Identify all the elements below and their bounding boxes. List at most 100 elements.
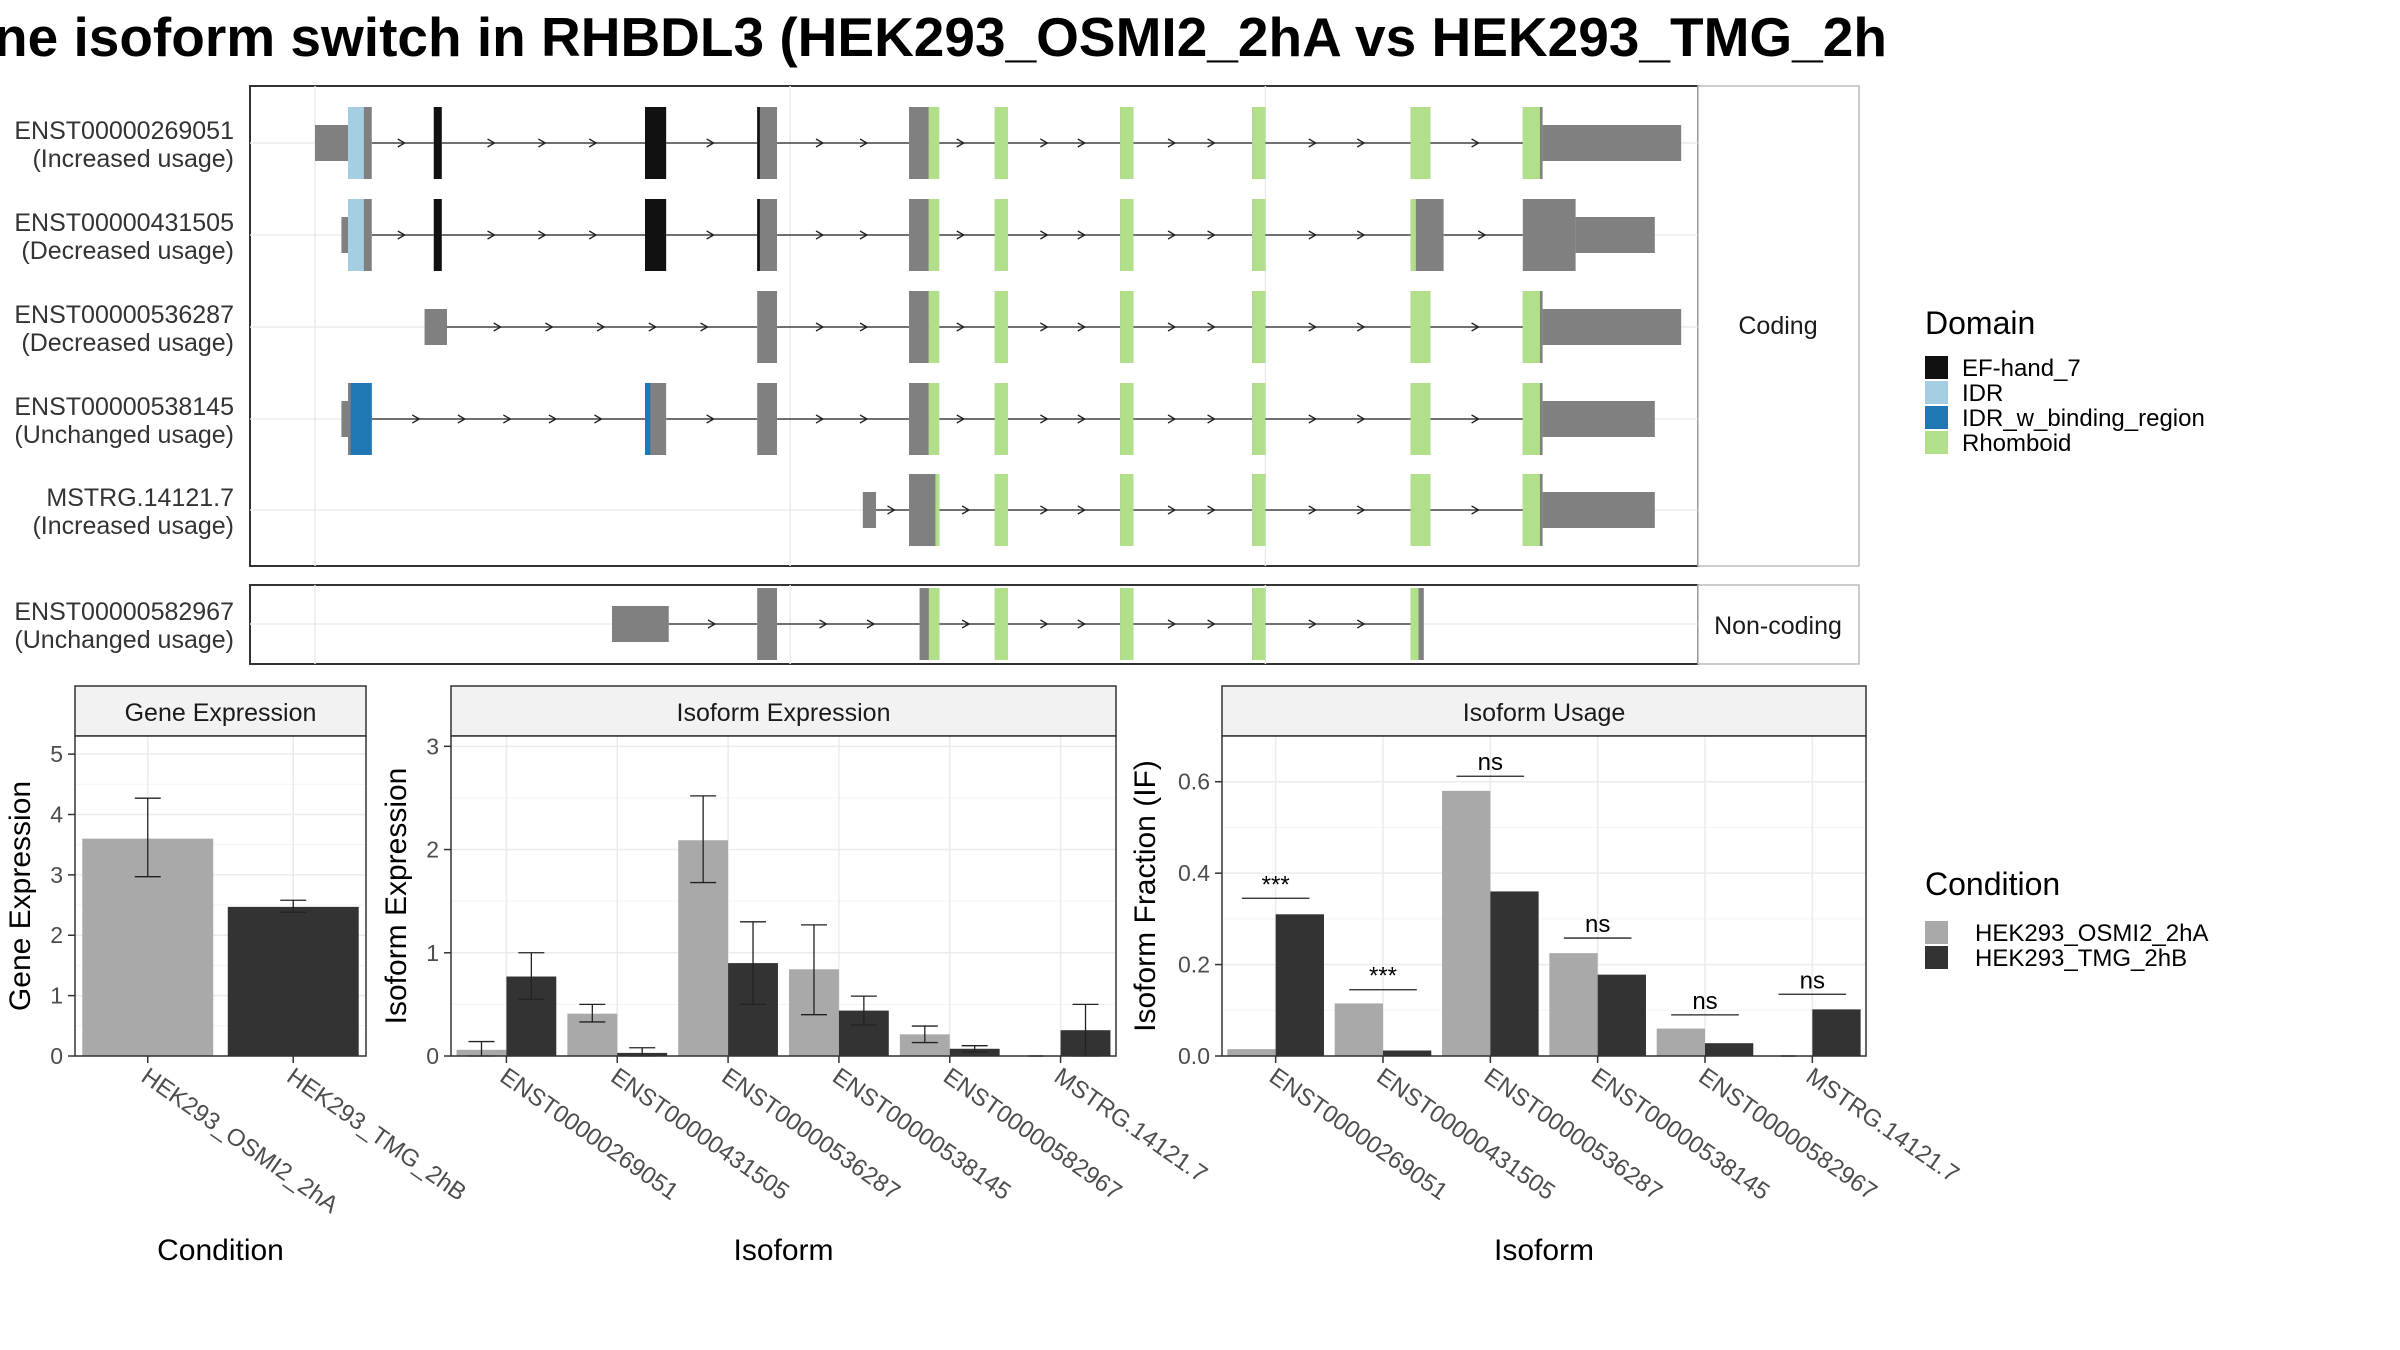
intron-arrow xyxy=(1040,619,1049,629)
domain-ef-hand-7 xyxy=(757,107,760,179)
exon xyxy=(909,291,929,363)
intron-arrow xyxy=(956,414,966,424)
transcript-usage-label: (Decreased usage) xyxy=(21,329,234,357)
intron-arrow xyxy=(1077,414,1087,424)
intron-arrow xyxy=(1308,322,1318,332)
exon xyxy=(1542,125,1682,161)
y-tick-label: 3 xyxy=(426,733,439,759)
exon xyxy=(757,107,777,179)
intron-arrow xyxy=(1040,322,1049,332)
intron-arrow xyxy=(1207,230,1216,240)
significance-label: ns xyxy=(1478,749,1503,776)
transcript-id-label: MSTRG.14121.7 xyxy=(46,484,234,512)
x-tick-label: ENST00000431505 xyxy=(606,1063,794,1206)
y-tick-label: 0.6 xyxy=(1178,769,1210,795)
exon xyxy=(757,588,777,660)
domain-rhomboid xyxy=(1252,383,1266,455)
x-axis-title: Condition xyxy=(157,1234,284,1267)
exon xyxy=(757,291,777,363)
bar xyxy=(1597,974,1646,1056)
transcript-structure-plot: ENST00000269051 (Increased usage) ENST0000… xyxy=(14,85,1742,665)
exon xyxy=(1542,492,1655,528)
transcript-id-label: ENST00000431505 xyxy=(14,209,234,237)
intron-arrow xyxy=(815,230,825,240)
domain-ef-hand-7 xyxy=(757,199,760,271)
x-tick-label: ENST00000582967 xyxy=(1694,1063,1882,1206)
intron-arrow xyxy=(700,322,709,332)
transcript-usage-label: (Increased usage) xyxy=(32,512,234,540)
domain-rhomboid xyxy=(1410,588,1419,660)
transcript-id-label: ENST00000269051 xyxy=(14,117,234,145)
domain-idr-w-binding-region xyxy=(350,383,372,455)
domain-legend-swatch xyxy=(1925,356,1948,379)
exon xyxy=(909,383,929,455)
domain-rhomboid xyxy=(1120,474,1134,546)
intron-arrow xyxy=(859,414,869,424)
domain-rhomboid xyxy=(994,291,1008,363)
intron-arrow xyxy=(1207,138,1216,148)
domain-rhomboid xyxy=(994,383,1008,455)
panel-strip xyxy=(450,685,1117,737)
noncoding-strip: Non-coding xyxy=(1697,584,1860,665)
domain-rhomboid xyxy=(994,588,1008,660)
isoform-expression-panel: Isoform Expression0123ENST00000269051ENS… xyxy=(380,685,1212,1267)
panel-strip xyxy=(1221,685,1867,737)
transcript-id-label: ENST00000536287 xyxy=(14,301,234,329)
intron-arrow xyxy=(548,414,558,424)
intron-arrow xyxy=(956,322,966,332)
intron-arrow xyxy=(1207,619,1216,629)
panel-title: Isoform Usage xyxy=(1463,699,1626,727)
exon xyxy=(1542,401,1655,437)
x-axis-title: Isoform xyxy=(1494,1234,1594,1267)
intron-arrow xyxy=(1077,619,1087,629)
condition-legend-title: Condition xyxy=(1925,866,2060,902)
intron-arrow xyxy=(594,414,603,424)
x-tick-label: ENST00000269051 xyxy=(495,1063,683,1206)
intron-arrow xyxy=(706,414,715,424)
intron-arrow xyxy=(1477,230,1487,240)
significance-label: *** xyxy=(1369,963,1397,990)
domain-legend-swatch xyxy=(1925,381,1948,404)
intron-arrow xyxy=(815,138,825,148)
condition-legend-label: HEK293_OSMI2_2hA xyxy=(1975,920,2208,947)
y-axis-title: Isoform Expression xyxy=(380,768,413,1025)
transcript-usage-label: (Unchanged usage) xyxy=(14,421,234,449)
plot-border xyxy=(450,735,1117,1057)
intron-arrow xyxy=(648,322,658,332)
domain-rhomboid xyxy=(1252,291,1266,363)
intron-arrow xyxy=(859,322,869,332)
significance-label: ns xyxy=(1585,911,1610,938)
domain-ef-hand-7 xyxy=(433,107,442,179)
domain-legend-swatch xyxy=(1925,406,1948,429)
intron-arrow xyxy=(411,414,421,424)
transcript-usage-label: (Decreased usage) xyxy=(21,237,234,265)
y-tick-label: 0 xyxy=(426,1043,439,1069)
intron-arrow xyxy=(1167,138,1177,148)
intron-arrow xyxy=(1308,619,1318,629)
domain-rhomboid xyxy=(1522,474,1540,546)
y-tick-label: 5 xyxy=(50,741,63,767)
intron-arrow xyxy=(1167,414,1177,424)
bar xyxy=(899,1034,950,1056)
intron-arrow xyxy=(1040,414,1049,424)
significance-label: *** xyxy=(1262,871,1290,898)
domain-rhomboid xyxy=(1120,199,1134,271)
x-tick-label: ENST00000538145 xyxy=(1586,1063,1774,1206)
condition-legend-swatch xyxy=(1925,946,1948,969)
intron-arrow xyxy=(706,230,715,240)
domain-rhomboid xyxy=(1120,588,1134,660)
exon xyxy=(341,217,348,253)
intron-arrow xyxy=(487,138,496,148)
domain-idr xyxy=(348,107,364,179)
intron-arrow xyxy=(1167,619,1177,629)
bar xyxy=(1656,1028,1705,1056)
intron-arrow xyxy=(1077,505,1087,515)
x-axis-title: Isoform xyxy=(733,1234,833,1267)
intron-arrow xyxy=(1077,230,1087,240)
x-tick-label: ENST00000536287 xyxy=(717,1063,905,1206)
domain-rhomboid xyxy=(994,474,1008,546)
domain-rhomboid xyxy=(994,107,1008,179)
domain-ef-hand-7 xyxy=(645,199,667,271)
bar xyxy=(1442,790,1491,1056)
domain-rhomboid xyxy=(1522,383,1540,455)
